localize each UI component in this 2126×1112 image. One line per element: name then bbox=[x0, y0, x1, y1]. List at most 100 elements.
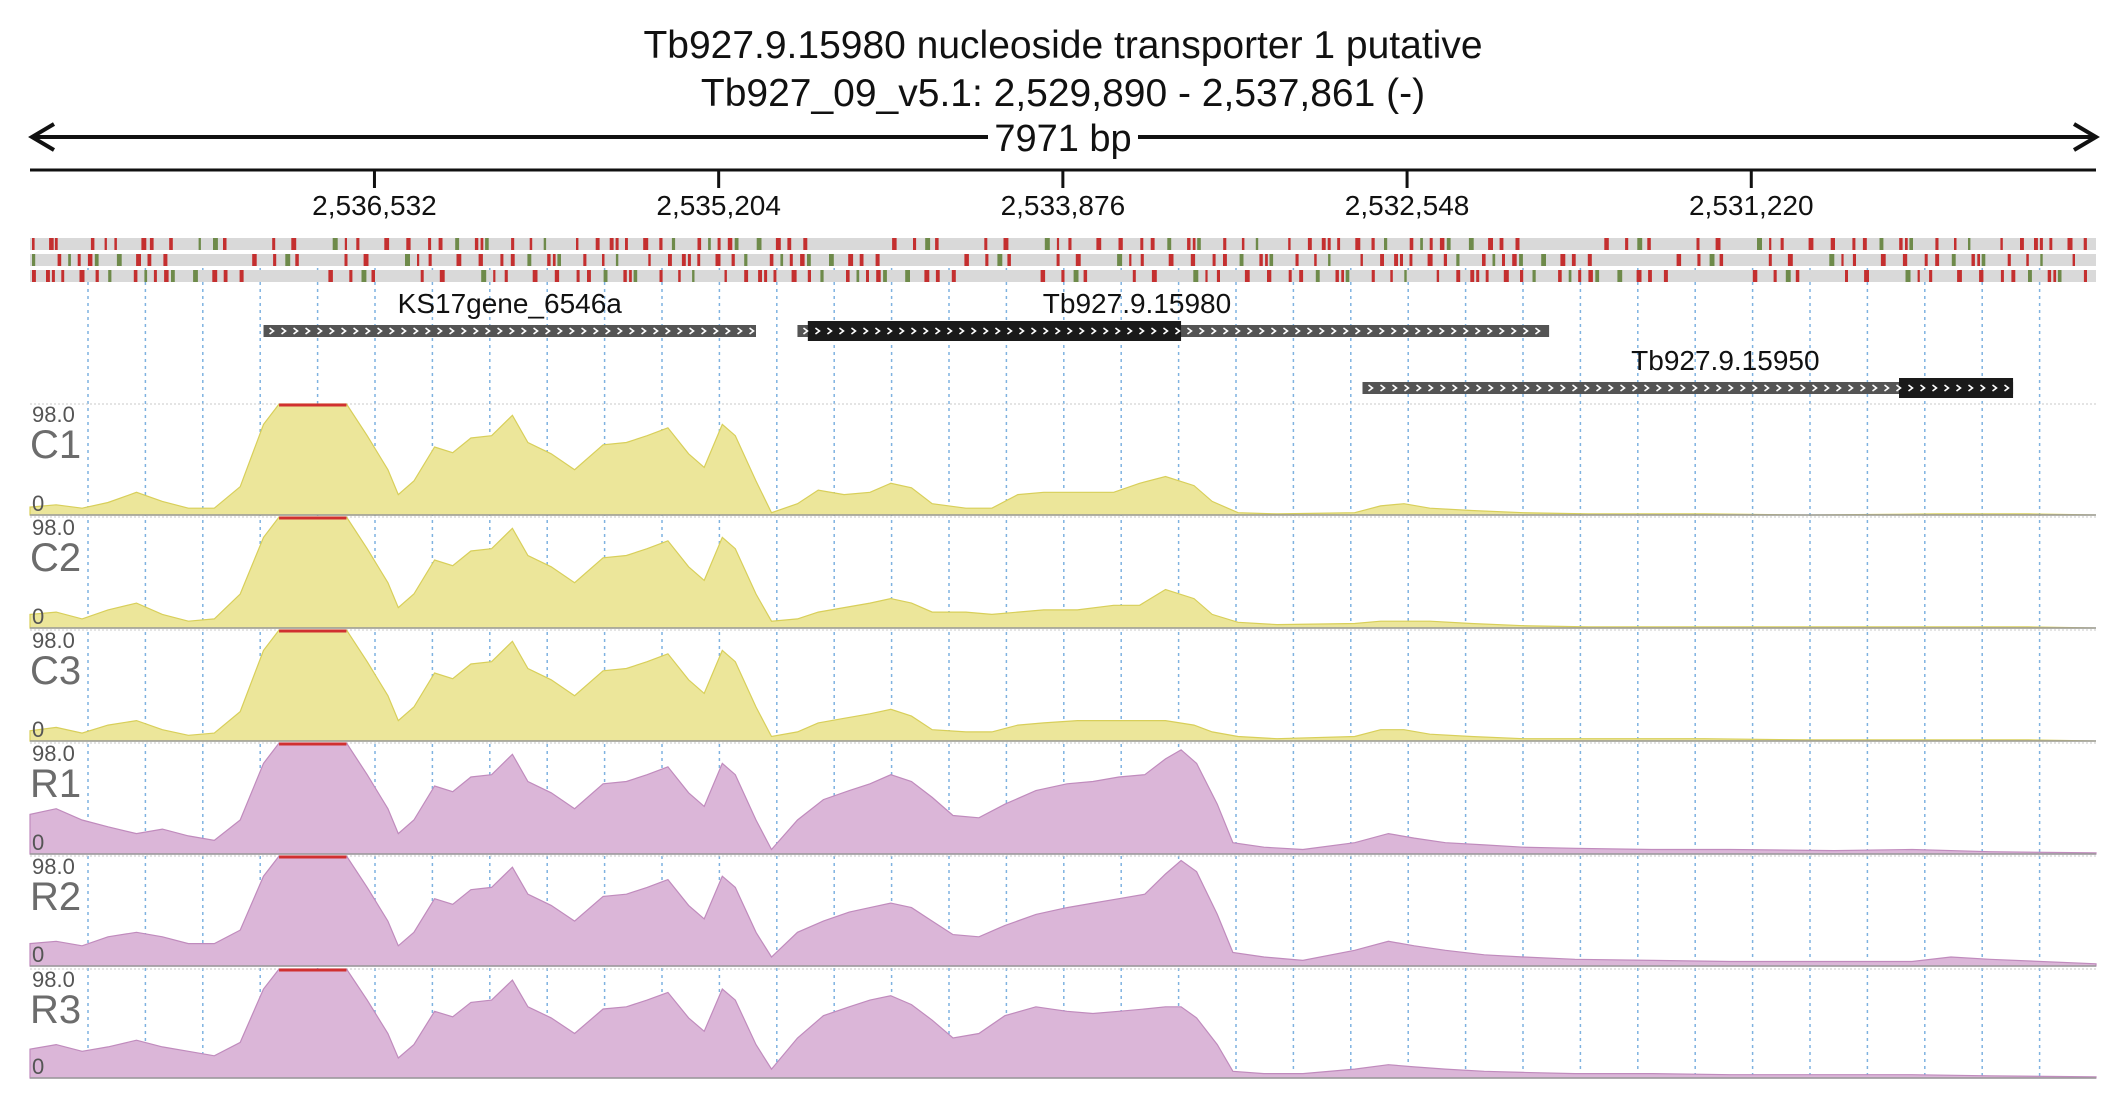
variant-mark bbox=[1187, 238, 1191, 250]
variant-mark bbox=[1140, 254, 1144, 266]
variant-mark bbox=[1979, 270, 1984, 282]
strand-arrow-icon bbox=[1716, 384, 1722, 392]
strand-arrow-icon bbox=[1788, 384, 1794, 392]
variant-mark bbox=[193, 270, 198, 282]
variant-mark bbox=[1003, 238, 1009, 250]
coverage-area bbox=[29, 516, 2097, 629]
strand-arrow-icon bbox=[701, 327, 707, 335]
strand-arrow-icon bbox=[1848, 384, 1854, 392]
variant-mark bbox=[198, 238, 201, 250]
strand-arrow-icon bbox=[1920, 384, 1926, 392]
variant-mark bbox=[951, 270, 956, 282]
variant-mark bbox=[1371, 270, 1375, 282]
strand-arrow-icon bbox=[1102, 327, 1109, 335]
strand-arrow-icon bbox=[802, 327, 809, 335]
variant-mark bbox=[1568, 270, 1572, 282]
strand-arrow-icon bbox=[1402, 327, 1409, 335]
strand-arrow-icon bbox=[1632, 384, 1638, 392]
strand-arrow-icon bbox=[934, 327, 941, 335]
variant-mark bbox=[2020, 238, 2024, 250]
ruler-tick-label: 2,536,532 bbox=[312, 190, 437, 221]
variant-mark bbox=[697, 238, 702, 250]
coverage-area bbox=[29, 855, 2097, 967]
strand-arrow-icon bbox=[653, 327, 659, 335]
variant-mark bbox=[285, 254, 291, 266]
variant-mark bbox=[136, 254, 141, 266]
strand-arrow-icon bbox=[1620, 384, 1626, 392]
strand-arrow-icon bbox=[377, 327, 383, 335]
strand-arrow-icon bbox=[1210, 327, 1217, 335]
variant-mark bbox=[1265, 254, 1268, 266]
strand-arrow-icon bbox=[1488, 384, 1494, 392]
variant-mark bbox=[2039, 238, 2043, 250]
variant-mark bbox=[552, 254, 556, 266]
variant-mark bbox=[223, 270, 228, 282]
strand-arrow-icon bbox=[1548, 384, 1554, 392]
track-ymax-label: 98.0 bbox=[32, 741, 75, 766]
variant-mark bbox=[428, 238, 432, 250]
variant-mark bbox=[1929, 270, 1933, 282]
variant-mark bbox=[1288, 238, 1291, 250]
variant-mark bbox=[295, 254, 299, 266]
variant-mark bbox=[1532, 270, 1536, 282]
variant-mark bbox=[1409, 254, 1413, 266]
variant-mark bbox=[87, 254, 93, 266]
strand-arrow-icon bbox=[1486, 327, 1493, 335]
track-ymin-label: 0 bbox=[32, 1054, 44, 1079]
variant-mark bbox=[807, 254, 811, 266]
variant-mark bbox=[1269, 254, 1274, 266]
coverage-track-c3: 98.0C3 0 bbox=[29, 628, 2097, 742]
variant-mark bbox=[371, 270, 375, 282]
variant-mark bbox=[239, 270, 244, 282]
variant-mark bbox=[557, 254, 561, 266]
variant-mark bbox=[848, 254, 854, 266]
strand-arrow-icon bbox=[1222, 327, 1229, 335]
variant-mark bbox=[54, 238, 58, 250]
variant-mark bbox=[1808, 238, 1814, 250]
variant-mark bbox=[2083, 270, 2087, 282]
variant-mark bbox=[344, 238, 347, 250]
variant-mark bbox=[1787, 254, 1793, 266]
variant-mark bbox=[1588, 270, 1593, 282]
variant-mark bbox=[758, 270, 762, 282]
variant-mark bbox=[1167, 238, 1172, 250]
strand-arrow-icon bbox=[1824, 384, 1830, 392]
coverage-tracks: 98.0C1098.0C2098.0C3098.0R1098.0R2098.0R… bbox=[29, 402, 2097, 1079]
variant-mark bbox=[1394, 254, 1398, 266]
variant-mark bbox=[1829, 254, 1835, 266]
strand-arrow-icon bbox=[497, 327, 503, 335]
variant-mark bbox=[1328, 254, 1331, 266]
strand-arrow-icon bbox=[1318, 327, 1325, 335]
strand-arrow-icon bbox=[1306, 327, 1313, 335]
variant-mark bbox=[2007, 254, 2011, 266]
variant-mark bbox=[609, 238, 614, 250]
gene-title: Tb927.9.15980 nucleoside transporter 1 p… bbox=[643, 24, 1483, 67]
variant-mark bbox=[1905, 270, 1911, 282]
variant-mark bbox=[576, 270, 580, 282]
variant-mark bbox=[153, 270, 157, 282]
variant-mark bbox=[935, 238, 939, 250]
strand-arrow-icon bbox=[1452, 384, 1458, 392]
strand-arrow-icon bbox=[1498, 327, 1505, 335]
variant-mark bbox=[428, 254, 432, 266]
variant-mark bbox=[1129, 254, 1132, 266]
variant-mark bbox=[1193, 270, 1199, 282]
variant-mark bbox=[671, 238, 676, 250]
strand-arrow-icon bbox=[413, 327, 419, 335]
variant-mark bbox=[697, 254, 701, 266]
variant-mark bbox=[1360, 254, 1363, 266]
variant-mark bbox=[1404, 270, 1407, 282]
strand-arrow-icon bbox=[749, 327, 755, 335]
variant-mark bbox=[717, 238, 721, 250]
strand-arrow-icon bbox=[2004, 384, 2010, 392]
strand-arrow-icon bbox=[970, 327, 977, 335]
coordinate-ruler: 2,536,532 2,535,204 2,533,876 2,532,548 2,53… bbox=[30, 168, 2096, 221]
ruler-tick-label: 2,531,220 bbox=[1689, 190, 1814, 221]
variant-mark bbox=[349, 270, 353, 282]
variant-mark bbox=[1503, 270, 1509, 282]
strand-arrow-icon bbox=[1692, 384, 1698, 392]
variant-mark bbox=[1409, 238, 1414, 250]
strand-arrow-icon bbox=[1030, 327, 1037, 335]
strand-arrow-icon bbox=[1426, 327, 1433, 335]
variant-mark bbox=[1255, 238, 1259, 250]
